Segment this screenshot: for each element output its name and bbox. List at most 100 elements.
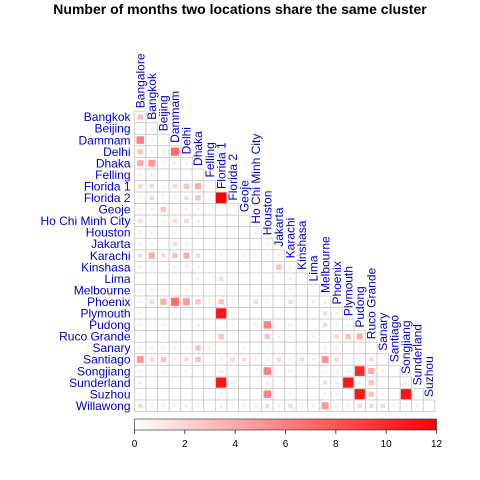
row-label: Beijing [94,122,130,136]
grid-cell [214,226,228,239]
heatmap-cell [381,369,385,373]
heatmap-cell [300,404,304,408]
grid-cell [145,272,159,285]
heatmap-cell [358,346,362,350]
heatmap-cell [288,277,292,281]
heatmap-cell [265,403,270,408]
heatmap-cell [254,254,258,258]
grid-cell [214,214,228,228]
heatmap-cell [323,300,327,304]
heatmap-cell [150,126,154,131]
heatmap-cell [150,207,154,211]
heatmap-cell [322,311,328,316]
heatmap-cell [138,173,142,177]
grid-cell [191,387,205,401]
grid-cell [203,191,216,205]
heatmap-cell [195,345,201,351]
heatmap-cell [196,230,200,235]
grid-cell [180,168,193,181]
heatmap-cell [150,138,154,142]
legend-tick-label: 10 [381,439,393,450]
grid-cell [203,203,216,216]
grid-cell [203,318,216,332]
grid-cell [307,376,320,389]
grid-cell [249,237,262,251]
heatmap-cell [173,230,177,235]
heatmap-cell [369,357,374,362]
heatmap-cell [335,369,339,373]
grid-cell [191,284,205,297]
heatmap-cell [195,253,201,258]
grid-cell [238,260,251,274]
heatmap-cell [265,254,269,258]
grid-cell [214,318,228,332]
heatmap-cell [161,138,165,142]
heatmap-cell [404,404,408,408]
heatmap-cell [288,265,292,269]
heatmap-cell [161,196,165,200]
column-label: Kinshasa [295,220,309,270]
heatmap-cell [323,346,327,350]
grid-cell [226,237,239,251]
grid-cell [307,387,320,401]
row-label: Pudong [89,318,130,332]
grid-cell [168,387,182,401]
grid-cell [422,399,436,412]
heatmap-cell [195,356,201,363]
heatmap-cell [334,357,339,362]
heatmap-cells [136,114,420,410]
grid-cell [157,307,170,320]
grid-cell [307,307,320,320]
grid-cell [203,399,216,412]
grid-cell [168,284,182,297]
column-label: Karachi [284,218,298,259]
heatmap-cell [311,300,316,304]
heatmap-cell [354,366,365,376]
heatmap-cell [150,265,154,269]
heatmap-cell [138,346,142,350]
heatmap-cell [311,404,316,408]
heatmap-cell [172,241,178,247]
grid-cell [238,284,251,297]
grid-cell [249,307,262,320]
heatmap-cell [149,195,154,200]
heatmap-cell [335,392,339,396]
grid-cell [238,307,251,320]
heatmap-cell [160,298,167,305]
heatmap-cell [160,206,167,213]
column-label: Florida 2 [226,154,240,201]
heatmap-cell [219,254,223,258]
heatmap-cell [369,403,374,408]
heatmap-cell [335,346,339,350]
row-label: Sunderland [69,376,130,390]
grid-cell [203,387,216,401]
grid-cell [388,376,401,389]
grid-cell [157,272,170,285]
grid-cell [238,330,251,343]
grid-cell [168,330,182,343]
heatmap-cell [196,323,200,327]
heatmap-cell [263,367,272,375]
grid-cell [272,318,286,332]
grid-cell [214,203,228,216]
grid-cell [145,318,159,332]
heatmap-cell [335,381,339,385]
heatmap-cell [184,195,189,200]
grid-cell [145,376,159,389]
legend-tick-label: 4 [232,439,238,450]
heatmap-cell [208,300,212,304]
grid-cell [157,168,170,181]
grid-cell [284,307,297,320]
heatmap-cell [288,288,292,292]
heatmap-cell [311,357,316,362]
grid-cell [249,387,262,401]
grid-cell [168,168,182,181]
heatmap-cell [148,159,156,167]
grid-cell [238,226,251,239]
heatmap-cell [219,369,223,373]
grid-cell [226,341,239,355]
row-label: Phoenix [87,295,130,309]
legend-tick-label: 6 [283,439,289,450]
heatmap-cell [138,300,142,304]
heatmap-cell [161,323,165,327]
